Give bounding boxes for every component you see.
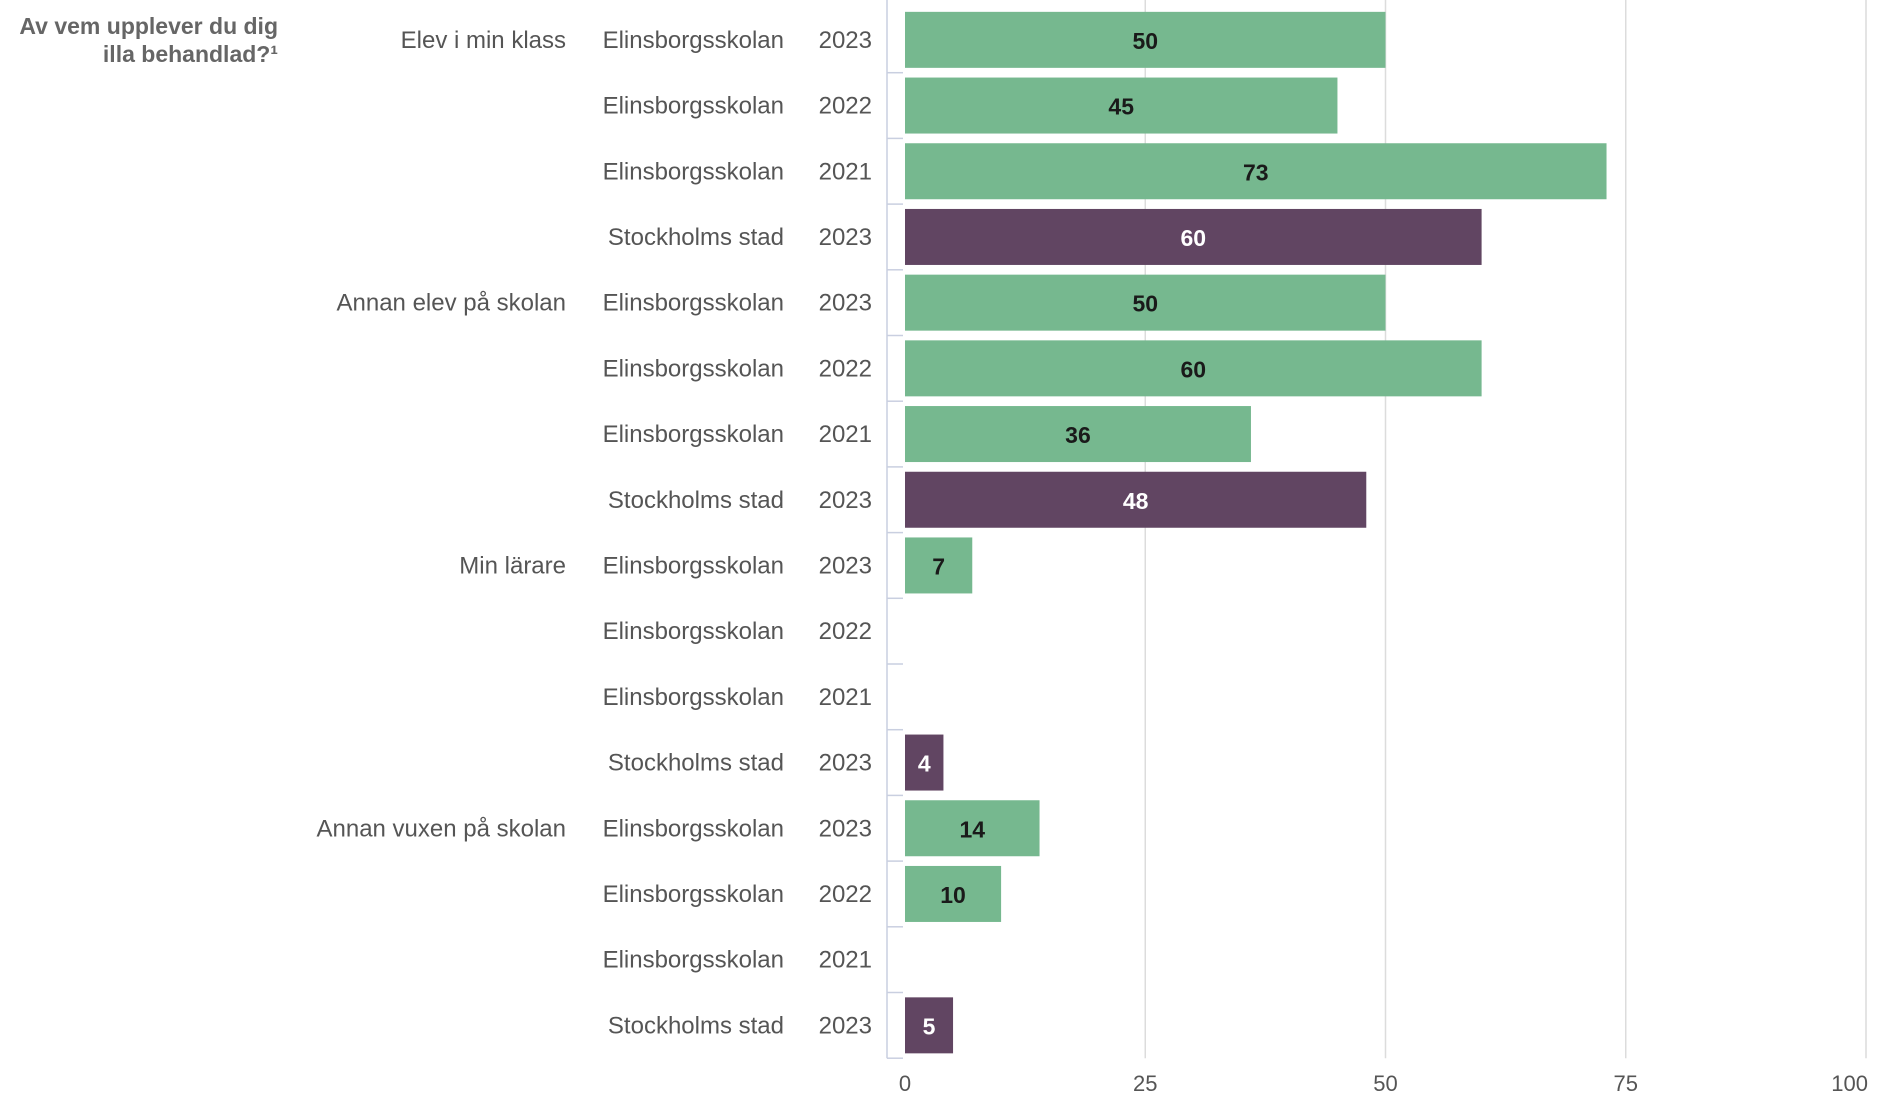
group-label: Annan elev på skolan: [337, 290, 567, 317]
bar-value-label: 60: [1181, 225, 1207, 251]
year-label: 2021: [819, 421, 872, 448]
x-tick-label: 25: [1133, 1071, 1157, 1096]
bar: [905, 865, 1002, 922]
bar: [905, 406, 1251, 463]
chart-title-line-2: illa behandlad?¹: [102, 41, 278, 67]
bars: 50 45 73 60 50 60 36 48 7 4 14 10 5: [905, 11, 1607, 1054]
year-label: 2022: [819, 881, 872, 908]
bar-value-label: 4: [918, 751, 931, 777]
bar: [905, 340, 1482, 397]
bar: [905, 734, 944, 791]
unit-label: Elinsborgsskolan: [603, 290, 784, 317]
year-label: 2023: [819, 224, 872, 251]
x-tick-label: 0: [899, 1071, 911, 1096]
chart-title-line-1: Av vem upplever du dig: [19, 13, 278, 39]
year-label: 2023: [819, 27, 872, 54]
bar-value-label: 5: [923, 1013, 936, 1039]
bar-value-label: 10: [940, 882, 966, 908]
y-axis: [886, 0, 903, 1059]
year-label: 2023: [819, 815, 872, 842]
unit-label: Elinsborgsskolan: [603, 684, 784, 711]
bar: [905, 537, 973, 594]
bar-value-label: 73: [1243, 159, 1269, 185]
bar-value-label: 50: [1132, 28, 1158, 54]
group-label: Annan vuxen på skolan: [316, 815, 566, 842]
unit-label: Elinsborgsskolan: [603, 552, 784, 579]
x-tick-label: 75: [1614, 1071, 1638, 1096]
unit-label: Elinsborgsskolan: [603, 158, 784, 185]
bar: [905, 471, 1367, 528]
year-label: 2021: [819, 684, 872, 711]
chart-title: Av vem upplever du dig illa behandlad?¹: [0, 12, 278, 68]
unit-label: Elinsborgsskolan: [603, 947, 784, 974]
bar-value-label: 7: [932, 553, 945, 579]
unit-label: Elinsborgsskolan: [603, 355, 784, 382]
bar: [905, 11, 1386, 68]
year-label: 2021: [819, 158, 872, 185]
unit-label: Elinsborgsskolan: [603, 618, 784, 645]
unit-label: Elinsborgsskolan: [603, 815, 784, 842]
bar: [905, 77, 1338, 134]
bar: [905, 800, 1040, 857]
year-label: 2022: [819, 93, 872, 120]
unit-label: Elinsborgsskolan: [603, 93, 784, 120]
row-labels: Elev i min klass Elinsborgsskolan 2023 Elin…: [316, 27, 872, 1039]
bar-value-label: 50: [1132, 291, 1158, 317]
x-tick-label: 100: [1831, 1071, 1868, 1096]
unit-label: Stockholms stad: [608, 487, 784, 514]
bar: [905, 208, 1482, 265]
bar-value-label: 36: [1065, 422, 1091, 448]
bar-value-label: 48: [1123, 488, 1149, 514]
bar-value-label: 14: [959, 816, 985, 842]
year-label: 2023: [819, 487, 872, 514]
year-label: 2023: [819, 750, 872, 777]
year-label: 2023: [819, 290, 872, 317]
year-label: 2022: [819, 355, 872, 382]
unit-label: Elinsborgsskolan: [603, 881, 784, 908]
year-label: 2023: [819, 552, 872, 579]
unit-label: Elinsborgsskolan: [603, 27, 784, 54]
year-label: 2021: [819, 947, 872, 974]
bar: [905, 997, 954, 1054]
unit-label: Stockholms stad: [608, 224, 784, 251]
bar-value-label: 60: [1181, 356, 1207, 382]
x-axis-ticks: 0 25 50 75 100: [899, 1071, 1868, 1096]
group-label: Min lärare: [459, 552, 566, 579]
year-label: 2022: [819, 618, 872, 645]
unit-label: Elinsborgsskolan: [603, 421, 784, 448]
bar: [905, 143, 1607, 200]
x-tick-label: 50: [1373, 1071, 1397, 1096]
bar: [905, 274, 1386, 331]
group-label: Elev i min klass: [401, 27, 566, 54]
year-label: 2023: [819, 1012, 872, 1039]
unit-label: Stockholms stad: [608, 750, 784, 777]
bar-value-label: 45: [1108, 94, 1134, 120]
unit-label: Stockholms stad: [608, 1012, 784, 1039]
